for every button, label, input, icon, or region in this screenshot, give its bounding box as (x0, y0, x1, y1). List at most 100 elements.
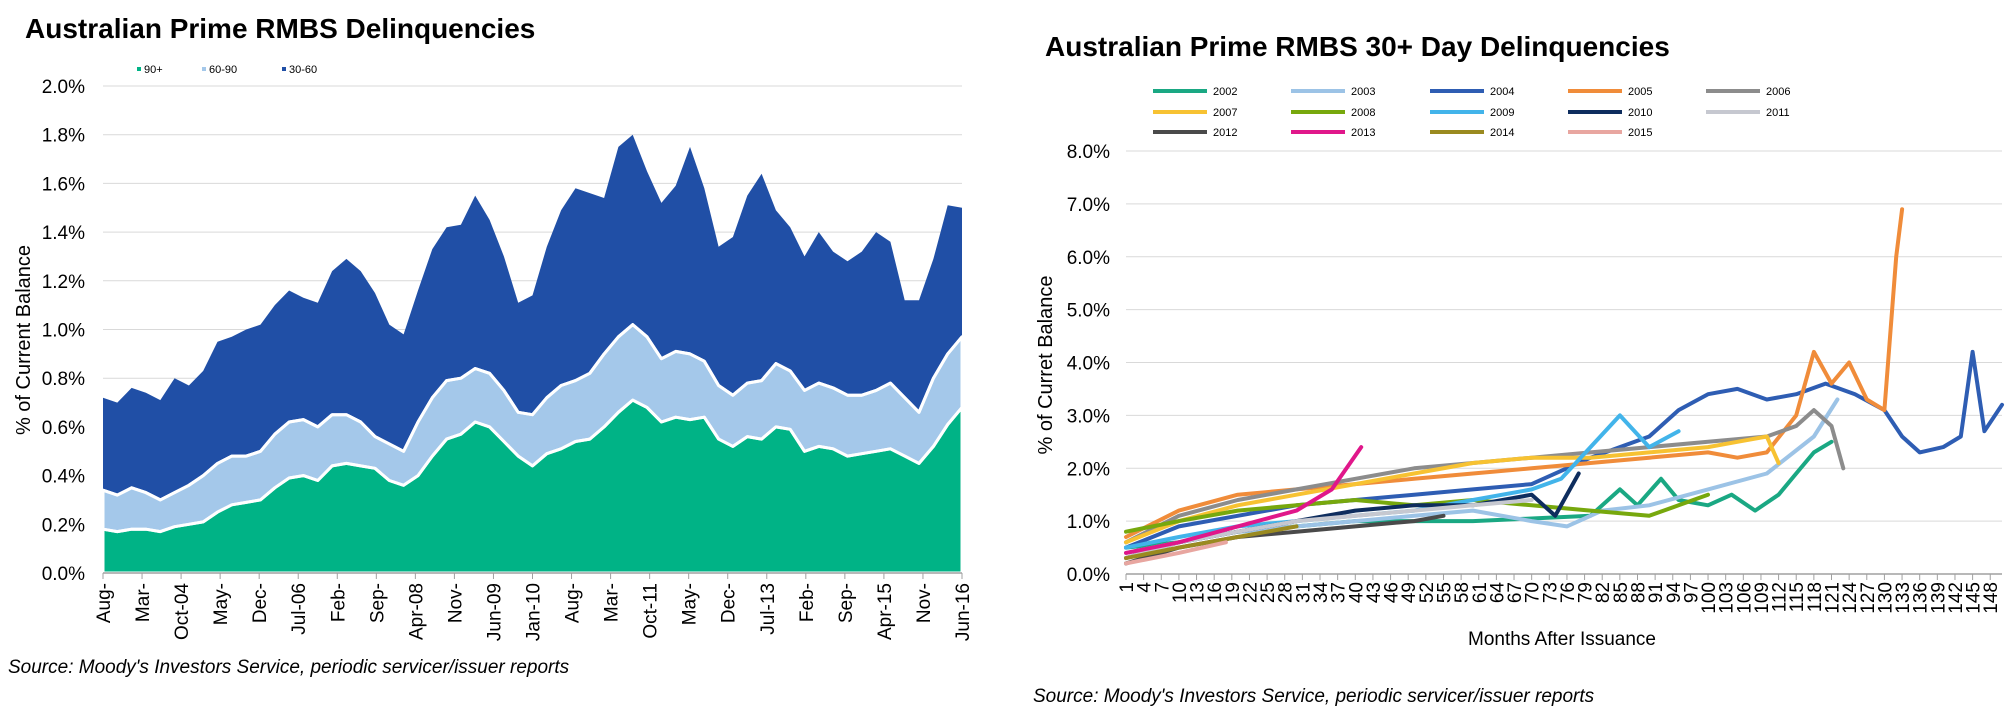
right-x-tick-label: 28 (1276, 582, 1297, 603)
left-y-tick-label: 1.0% (42, 321, 85, 342)
left-x-tick-label: Nov- (445, 583, 466, 623)
right-axes: 0.0%1.0%2.0%3.0%4.0%5.0%6.0%7.0%8.0%1471… (1067, 142, 2003, 614)
right-x-tick-label: 145 (1964, 582, 1985, 614)
left-y-tick-label: 1.6% (42, 174, 85, 195)
right-legend-label: 2010 (1628, 107, 1652, 119)
right-x-tick-label: 13 (1188, 582, 1209, 603)
left-x-tick-label: Oct-04 (172, 583, 193, 640)
line-series-2007 (1124, 434, 1781, 545)
right-x-tick-label: 64 (1487, 582, 1508, 604)
left-axes: 0.0% 0.2% 0.4% 0.6% 0.8% 1.0% 1.2% 1.4% 1.6% 1.8%… (42, 77, 974, 641)
left-y-axis-label: % of Current Balance (13, 245, 35, 435)
right-x-tick-label: 109 (1752, 582, 1773, 614)
right-legend-label: 2007 (1213, 107, 1237, 119)
right-x-tick-label: 91 (1646, 582, 1667, 603)
right-y-tick-label: 2.0% (1067, 459, 1110, 480)
right-x-tick-label: 67 (1505, 582, 1526, 603)
right-legend-label: 2002 (1213, 86, 1237, 98)
right-legend-label: 2011 (1766, 107, 1790, 119)
right-y-tick-label: 1.0% (1067, 512, 1110, 533)
line-series-2014 (1124, 524, 1299, 561)
right-legend-label: 2003 (1351, 86, 1375, 98)
right-y-tick-label: 7.0% (1067, 195, 1110, 216)
right-x-tick-label: 52 (1417, 582, 1438, 603)
left-x-tick-label: Jun-09 (484, 583, 505, 641)
right-x-tick-label: 94 (1664, 582, 1685, 604)
right-x-tick-label: 31 (1293, 582, 1314, 603)
left-y-tick-label: 1.8% (42, 126, 85, 147)
left-source-note: Source: Moody's Investors Service, perio… (8, 657, 570, 678)
right-legend-label: 2015 (1628, 127, 1652, 139)
line-series-2015 (1124, 540, 1228, 566)
left-y-tick-label: 0.8% (42, 369, 85, 390)
right-x-tick-label: 88 (1628, 582, 1649, 603)
left-chart-title: Australian Prime RMBS Delinquencies (25, 13, 535, 44)
right-source-note: Source: Moody's Investors Service, perio… (1033, 686, 1595, 707)
left-legend-label: 90+ (144, 64, 163, 76)
right-x-tick-label: 46 (1382, 582, 1403, 603)
right-y-tick-label: 6.0% (1067, 248, 1110, 269)
right-x-tick-label: 61 (1470, 582, 1491, 603)
right-x-tick-label: 112 (1770, 582, 1791, 612)
left-x-tick-label: Feb- (328, 583, 349, 622)
right-legend-label: 2005 (1628, 86, 1652, 98)
right-x-tick-label: 19 (1223, 582, 1244, 603)
line-series-2013 (1124, 445, 1364, 555)
left-legend-label: 30-60 (289, 64, 317, 76)
right-x-tick-label: 37 (1329, 582, 1350, 603)
left-x-tick-label: Jul-06 (289, 583, 310, 635)
left-x-tick-label: Dec- (719, 583, 740, 623)
right-x-tick-label: 85 (1611, 582, 1632, 603)
left-x-tick-label: May- (680, 583, 701, 625)
left-x-tick-label: Feb- (797, 583, 818, 622)
right-x-tick-label: 43 (1364, 582, 1385, 603)
right-x-tick-label: 130 (1875, 582, 1896, 614)
right-y-axis-label: % of Curret Balance (1035, 276, 1057, 455)
left-x-tick-label: Dec- (250, 583, 271, 623)
left-x-tick-label: Aug- (94, 583, 115, 623)
right-x-tick-label: 16 (1205, 582, 1226, 603)
left-x-tick-label: Jun-16 (953, 583, 974, 641)
right-x-tick-label: 82 (1593, 582, 1614, 603)
right-x-tick-label: 103 (1717, 582, 1738, 614)
left-x-tick-label: Aug- (563, 583, 584, 623)
right-legend-label: 2008 (1351, 107, 1375, 119)
right-x-tick-label: 115 (1787, 582, 1808, 612)
right-x-axis-label: Months After Issuance (1468, 629, 1656, 650)
area-boundary-90plus (102, 398, 964, 534)
right-x-tick-label: 118 (1805, 582, 1826, 612)
left-x-tick-label: Mar- (133, 583, 154, 622)
line-series-2006 (1124, 408, 1846, 545)
right-x-tick-label: 73 (1540, 582, 1561, 603)
line-series-2003 (1124, 397, 1840, 555)
right-x-tick-label: 148 (1981, 582, 2002, 614)
right-x-tick-label: 97 (1681, 582, 1702, 603)
right-y-tick-label: 8.0% (1067, 142, 1110, 163)
right-y-tick-label: 5.0% (1067, 301, 1110, 322)
right-x-tick-label: 124 (1840, 582, 1861, 614)
area-boundary-60-90 (102, 323, 964, 502)
right-x-tick-label: 76 (1558, 582, 1579, 603)
left-x-tick-label: Apr-15 (875, 583, 896, 640)
left-legend-label: 60-90 (209, 64, 237, 76)
left-x-tick-label: Oct-11 (641, 583, 662, 639)
left-legend: 90+ 60-90 30-60 (137, 64, 317, 76)
right-x-tick-label: 34 (1311, 582, 1332, 604)
left-legend-marker (282, 67, 286, 71)
right-chart: Australian Prime RMBS 30+ Day Delinquenc… (1033, 31, 2004, 707)
left-legend-marker (202, 67, 206, 71)
right-legend-label: 2006 (1766, 86, 1790, 98)
right-x-tick-label: 106 (1734, 582, 1755, 614)
right-x-tick-label: 139 (1928, 582, 1949, 614)
left-areas (101, 134, 964, 575)
right-y-tick-label: 4.0% (1067, 354, 1110, 375)
right-x-tick-label: 142 (1946, 582, 1967, 614)
right-legend-label: 2004 (1490, 86, 1514, 98)
right-legend-label: 2009 (1490, 107, 1514, 119)
left-x-tick-label: Sep- (367, 583, 388, 623)
left-y-tick-label: 0.4% (42, 467, 85, 488)
right-x-tick-label: 79 (1576, 582, 1597, 603)
right-y-tick-label: 3.0% (1067, 406, 1110, 427)
line-series-2008 (1124, 492, 1710, 534)
